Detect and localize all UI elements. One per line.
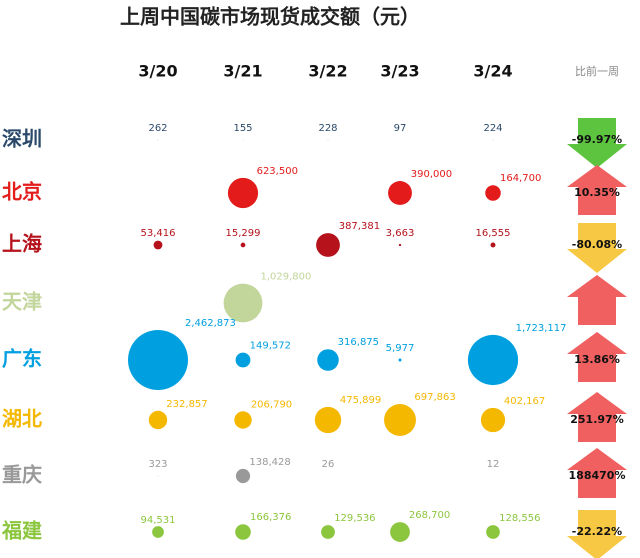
change-label: 251.97%: [570, 413, 623, 426]
bubble: [148, 410, 168, 430]
bubble: [485, 185, 501, 201]
value-label: 390,000: [411, 169, 452, 180]
value-label: 26: [322, 459, 335, 470]
value-label: 316,875: [338, 337, 379, 348]
value-label: 228: [318, 123, 337, 134]
value-label: 53,416: [141, 228, 176, 239]
bubble: [398, 358, 402, 362]
bubble: [235, 524, 251, 540]
change-arrow: [567, 165, 627, 215]
value-label: 129,536: [334, 513, 375, 524]
bubble: [235, 468, 251, 484]
bubble: [227, 177, 259, 209]
value-label: 155: [233, 123, 252, 134]
value-label: 94,531: [141, 515, 176, 526]
bubble: [314, 406, 342, 434]
bubble: [398, 243, 402, 247]
chart-title: 上周中国碳市场现货成交额（元）: [120, 5, 420, 29]
change-arrow: [567, 332, 627, 382]
series-label: 湖北: [2, 407, 42, 431]
value-label: 138,428: [249, 457, 290, 468]
series-label: 重庆: [2, 463, 42, 487]
bubble: [153, 240, 163, 250]
bubble: [492, 139, 494, 141]
series-label: 上海: [2, 232, 42, 256]
bubble: [321, 525, 335, 539]
x-tick-label: 3/23: [380, 62, 419, 81]
value-label: 1,029,800: [260, 272, 311, 283]
change-arrow: [567, 275, 627, 325]
bubble: [223, 283, 263, 323]
value-label: 323: [148, 459, 167, 470]
bubble: [157, 475, 159, 477]
bubble: [490, 242, 496, 248]
x-tick-label: 3/20: [138, 62, 177, 81]
x-tick-label: 3/22: [308, 62, 347, 81]
series-label: 深圳: [2, 127, 42, 151]
change-arrow: [567, 223, 627, 273]
value-label: 3,663: [386, 228, 415, 239]
change-arrow: [567, 448, 627, 498]
value-label: 149,572: [250, 341, 291, 352]
bubble: [480, 407, 506, 433]
value-label: 164,700: [500, 173, 541, 184]
bubble: [327, 139, 329, 141]
value-label: 128,556: [499, 513, 540, 524]
change-label: -22.22%: [572, 525, 622, 538]
series-label: 福建: [1, 519, 42, 543]
change-arrow: [567, 510, 627, 558]
series-label: 天津: [2, 290, 42, 314]
x-tick-label: 3/21: [223, 62, 262, 81]
value-label: 697,863: [414, 392, 455, 403]
value-label: 475,899: [340, 395, 381, 406]
value-label: 224: [483, 123, 502, 134]
change-label: -99.97%: [572, 133, 622, 146]
value-label: 232,857: [166, 399, 207, 410]
value-label: 206,790: [251, 399, 292, 410]
change-header: 比前一周: [575, 64, 619, 78]
bubble: [235, 352, 251, 368]
x-tick-label: 3/24: [473, 62, 512, 81]
value-label: 2,462,873: [185, 318, 236, 329]
value-label: 5,977: [386, 343, 415, 354]
value-label: 166,376: [250, 512, 291, 523]
value-label: 402,167: [504, 396, 545, 407]
series-label: 北京: [2, 180, 42, 204]
bubble: [316, 233, 340, 257]
bubble: [152, 526, 164, 538]
change-label: 13.86%: [574, 353, 620, 366]
change-arrow: [567, 118, 627, 168]
value-label: 15,299: [226, 228, 261, 239]
value-label: 12: [487, 459, 500, 470]
value-label: 623,500: [257, 166, 298, 177]
change-label: 10.35%: [574, 186, 620, 199]
bubble: [317, 349, 339, 371]
bubble: [388, 181, 412, 205]
bubble: [467, 334, 519, 386]
bubble: [486, 525, 500, 539]
value-label: 1,723,117: [516, 323, 567, 334]
value-label: 387,381: [339, 221, 380, 232]
series-label: 广东: [2, 347, 42, 371]
bubble: [240, 242, 246, 248]
value-label: 97: [394, 123, 407, 134]
change-label: 188470%: [569, 469, 626, 482]
change-label: -80.08%: [572, 238, 622, 251]
value-label: 16,555: [476, 228, 511, 239]
change-arrow: [567, 392, 627, 442]
bubble: [157, 139, 159, 141]
bubble: [234, 411, 252, 429]
bubble: [390, 522, 410, 542]
value-label: 268,700: [409, 510, 450, 521]
bubble: [128, 330, 188, 390]
bubble: [384, 404, 416, 436]
value-label: 262: [148, 123, 167, 134]
